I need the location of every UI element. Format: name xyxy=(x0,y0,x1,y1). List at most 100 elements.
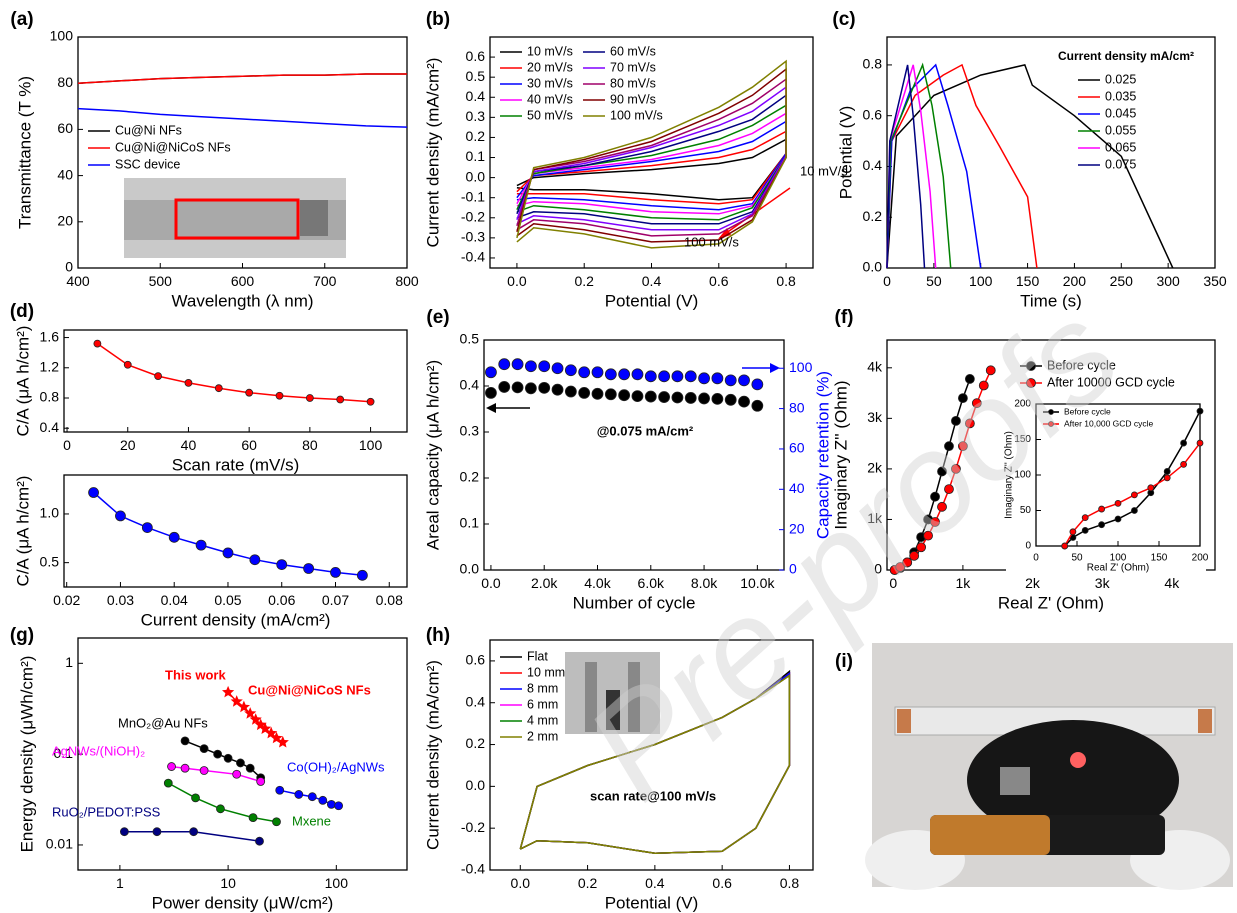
y-tick-label: 60 xyxy=(57,120,73,136)
marker xyxy=(604,388,617,401)
legend-label: Flat xyxy=(527,649,548,663)
legend-label: 2 mm xyxy=(527,729,558,743)
x-tick-label: 0.08 xyxy=(376,592,403,608)
marker xyxy=(951,464,961,474)
x-tick-label: 2.0k xyxy=(531,575,558,591)
x-tick-label: 100 xyxy=(325,875,349,891)
x-axis-label: Potential (V) xyxy=(605,893,699,912)
legend-label: 50 mV/s xyxy=(527,108,573,122)
legend-label: 90 mV/s xyxy=(610,92,656,106)
series-line xyxy=(124,830,260,842)
marker xyxy=(366,397,375,406)
legend-label: 20 mV/s xyxy=(527,60,573,74)
arrow-head xyxy=(770,363,780,373)
marker xyxy=(318,795,328,805)
marker xyxy=(237,700,250,713)
x-axis-label: Time (s) xyxy=(1020,291,1082,310)
marker xyxy=(163,778,173,788)
y-tick-label: 0.0 xyxy=(466,168,486,184)
y2-axis-label: Capacity retention (%) xyxy=(813,371,832,539)
panel-label: (g) xyxy=(10,625,34,646)
marker xyxy=(644,390,657,403)
marker xyxy=(591,387,604,400)
series-line xyxy=(93,491,363,577)
x-tick-label: 2k xyxy=(1025,575,1041,591)
x-tick-label: 0.2 xyxy=(574,273,594,289)
y-tick-label: 0.01 xyxy=(46,836,73,852)
series-line xyxy=(167,782,277,823)
x-tick-label: 8.0k xyxy=(691,575,718,591)
x-tick-label: 3k xyxy=(1095,575,1111,591)
x-tick-label: 150 xyxy=(1016,273,1040,289)
legend-label: After 10,000 GCD cycle xyxy=(1064,418,1154,428)
marker xyxy=(698,392,710,405)
led xyxy=(1070,752,1086,768)
series-line xyxy=(886,64,926,269)
marker xyxy=(255,836,264,846)
legend-label: 0.045 xyxy=(1105,106,1136,120)
marker xyxy=(214,384,223,393)
y-axis-label: Energy density (μWh/cm²) xyxy=(17,656,36,853)
marker xyxy=(294,790,304,799)
legend-label: Before cycle xyxy=(1047,358,1116,372)
marker xyxy=(245,763,255,773)
marker xyxy=(711,392,724,405)
marker xyxy=(631,390,644,403)
marker xyxy=(618,389,631,402)
legend-label: 0.025 xyxy=(1105,72,1136,86)
y-tick-label: 0.4 xyxy=(460,377,480,393)
marker xyxy=(168,531,180,543)
legend-title: Current density mA/cm² xyxy=(1058,49,1194,63)
series-line xyxy=(77,73,407,84)
marker xyxy=(1048,421,1054,427)
marker xyxy=(199,744,209,754)
marker xyxy=(511,358,524,371)
series-line xyxy=(886,63,1038,269)
y-tick-label: 0.2 xyxy=(466,128,486,144)
y-tick-label: 0.5 xyxy=(460,331,480,347)
panel-label: (a) xyxy=(10,9,33,30)
marker xyxy=(93,339,102,348)
x-tick-label: 150 xyxy=(1151,553,1168,564)
marker xyxy=(684,370,697,383)
y-tick-label: 100 xyxy=(50,28,74,44)
marker xyxy=(524,382,537,395)
y-axis-label: Areal capacity (μA h/cm²) xyxy=(423,360,442,550)
x-tick-label: 500 xyxy=(149,273,173,289)
y2-tick-label: 0 xyxy=(789,561,797,577)
legend-label: 10 mV/s xyxy=(527,44,573,58)
series-line xyxy=(96,342,371,403)
y-tick-label: -0.4 xyxy=(461,861,485,877)
marker xyxy=(195,539,207,551)
y-tick-label: 200 xyxy=(1014,399,1031,410)
marker xyxy=(1081,526,1089,534)
y-tick-label: 0.2 xyxy=(863,208,883,224)
y-tick-label: 0 xyxy=(1025,541,1031,552)
marker xyxy=(738,374,750,387)
marker xyxy=(119,827,129,837)
series-label: AgNWs/(NiOH)₂ xyxy=(52,743,145,758)
annotation: @0.075 mA/cm² xyxy=(597,423,694,438)
marker xyxy=(248,813,258,823)
y-tick-label: 1.0 xyxy=(40,505,60,521)
series-label: MnO₂@Au NFs xyxy=(118,715,208,730)
y-tick-label: 0.3 xyxy=(460,423,480,439)
x-tick-label: 0.8 xyxy=(780,875,800,891)
x-tick-label: 300 xyxy=(1156,273,1180,289)
inset-photo-a xyxy=(124,178,346,258)
marker xyxy=(123,360,132,369)
marker xyxy=(222,547,234,559)
marker xyxy=(1114,499,1122,507)
x-tick-label: 0.0 xyxy=(511,875,531,891)
marker xyxy=(1098,521,1105,529)
marker xyxy=(1180,460,1187,468)
marker xyxy=(578,366,591,379)
marker xyxy=(152,827,162,837)
y-tick-label: -0.3 xyxy=(461,229,485,245)
marker xyxy=(245,388,254,397)
marker xyxy=(658,391,671,403)
legend-label: 30 mV/s xyxy=(527,76,573,90)
x-tick-label: 40 xyxy=(181,437,197,453)
x-tick-label: 0.4 xyxy=(645,875,665,891)
marker xyxy=(249,713,262,725)
